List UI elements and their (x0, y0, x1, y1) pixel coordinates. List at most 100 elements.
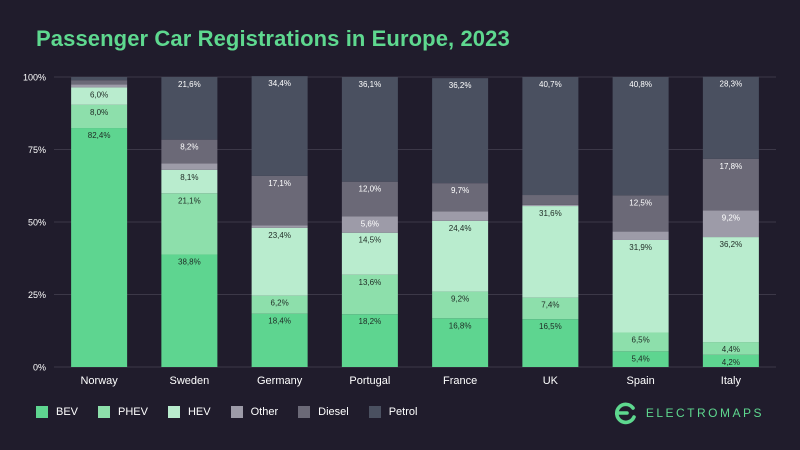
bar-segment-diesel (161, 139, 218, 164)
data-label: 9,2% (451, 295, 469, 304)
data-label: 9,2% (722, 213, 740, 222)
bar-segment-diesel (702, 158, 759, 211)
brand: ELECTROMAPS (612, 400, 764, 426)
y-tick-label: 75% (28, 145, 46, 155)
data-label: 23,4% (268, 231, 291, 240)
legend-item: HEV (167, 406, 211, 418)
data-label: 6,2% (271, 299, 289, 308)
data-label: 12,5% (629, 198, 652, 207)
x-tick-label: France (443, 375, 477, 387)
data-label: 4,2% (722, 358, 740, 367)
legend-swatch (167, 406, 180, 418)
data-label: 40,7% (539, 80, 562, 89)
data-label: 5,6% (361, 219, 379, 228)
legend-item: Diesel (298, 406, 349, 418)
data-label: 21,1% (178, 196, 201, 205)
data-label: 18,4% (268, 317, 291, 326)
data-label: 13,6% (359, 278, 382, 287)
data-label: 34,4% (268, 79, 291, 88)
legend-item: PHEV (98, 406, 148, 418)
data-label: 6,5% (632, 335, 650, 344)
legend-label: BEV (56, 406, 79, 418)
x-tick-label: Portugal (349, 375, 390, 387)
data-label: 16,8% (449, 321, 472, 330)
stacked-bar-chart: 0% 25% 50% 75% 100% 82,4% 8,0% 6,0% Norway 38,8% 2… (23, 73, 776, 387)
data-label: 36,1% (359, 80, 382, 89)
data-label: 31,6% (539, 209, 562, 218)
bar-segment-hev (432, 220, 489, 292)
bar-segment-hev (702, 237, 759, 343)
data-label: 7,4% (541, 301, 559, 310)
data-label: 17,8% (720, 162, 743, 171)
data-label: 36,2% (449, 81, 472, 90)
bar-segment-diesel (612, 195, 669, 232)
bar-segment-petrol (161, 77, 218, 140)
y-tick-label: 25% (28, 290, 46, 300)
bar-segment-petrol (432, 78, 489, 184)
bar-segment-phev (612, 332, 669, 352)
bar-segment-bev (251, 313, 308, 367)
data-label: 8,0% (90, 108, 108, 117)
data-label: 36,2% (720, 240, 743, 249)
bar-segment-diesel (71, 80, 128, 85)
data-label: 14,5% (359, 236, 382, 245)
data-label: 18,2% (359, 317, 382, 326)
bar-segment-phev (702, 342, 759, 355)
chart-title: Passenger Car Registrations in Europe, 2… (36, 26, 510, 51)
data-label: 8,1% (180, 173, 198, 182)
bar-segment-diesel (522, 195, 579, 205)
legend-swatch (98, 406, 111, 418)
bar-segment-phev (432, 291, 489, 319)
legend-swatch (36, 406, 48, 418)
legend-item: Petrol (368, 406, 418, 418)
legend-label: Petrol (388, 406, 418, 418)
bar-segment-petrol (71, 77, 128, 81)
bar-segment-phev (522, 297, 579, 320)
bar-segment-phev (341, 274, 398, 315)
data-label: 4,4% (722, 345, 740, 354)
data-label: 24,4% (449, 224, 472, 233)
x-tick-label: Norway (80, 375, 118, 387)
data-label: 6,0% (90, 90, 108, 99)
data-label: 82,4% (88, 131, 111, 140)
bar-segment-bev (161, 254, 218, 367)
x-tick-label: Sweden (169, 375, 209, 387)
legend-label: HEV (187, 406, 211, 418)
bar-segment-other (161, 163, 218, 170)
data-label: 5,4% (632, 354, 650, 363)
legend-swatch (368, 406, 381, 418)
data-label: 12,0% (359, 185, 382, 194)
bar-segment-phev (161, 193, 218, 255)
bar-segment-bev (702, 354, 759, 367)
bar-segment-other (251, 225, 308, 228)
bar-segment-hev (612, 239, 669, 333)
bar-segment-bev (432, 318, 489, 367)
bar-segment-other (612, 231, 669, 240)
bar-segment-other (71, 84, 128, 88)
bar-segment-hev (251, 227, 308, 296)
bar-segment-hev (522, 206, 579, 298)
bar-segment-petrol (522, 77, 579, 196)
brand-name: ELECTROMAPS (645, 406, 764, 420)
y-tick-label: 0% (33, 363, 46, 373)
bar-segment-petrol (251, 76, 308, 176)
legend-swatch (230, 406, 243, 418)
data-label: 28,3% (720, 80, 743, 89)
data-label: 17,1% (268, 179, 291, 188)
bar-segment-bev (341, 314, 398, 367)
bar-segment-hev (341, 232, 398, 275)
legend-label: Other (250, 406, 279, 418)
x-tick-label: Germany (257, 375, 303, 387)
bar-segment-other (702, 210, 759, 238)
legend-item: Other (230, 406, 279, 418)
bar-segment-other (341, 216, 398, 233)
legend-swatch (298, 406, 311, 418)
bar-segment-bev (522, 319, 579, 367)
bar-segment-diesel (251, 175, 308, 226)
legend-item: BEV (36, 406, 78, 418)
bar-segment-phev (71, 104, 128, 129)
data-label: 31,9% (629, 243, 652, 252)
data-label: 9,7% (451, 186, 469, 195)
bar-segment-bev (71, 128, 128, 367)
y-tick-label: 50% (28, 218, 46, 228)
